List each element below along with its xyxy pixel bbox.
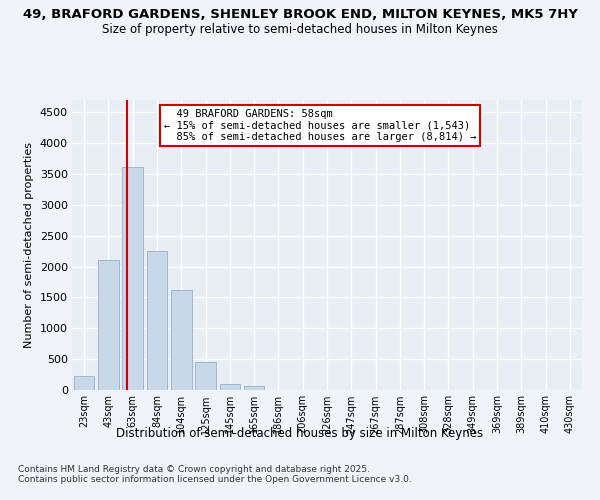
Bar bbox=[195, 362, 216, 390]
Bar bbox=[146, 251, 167, 390]
Text: Distribution of semi-detached houses by size in Milton Keynes: Distribution of semi-detached houses by … bbox=[116, 428, 484, 440]
Text: 49 BRAFORD GARDENS: 58sqm
← 15% of semi-detached houses are smaller (1,543)
  85: 49 BRAFORD GARDENS: 58sqm ← 15% of semi-… bbox=[164, 108, 476, 142]
Bar bbox=[98, 260, 119, 390]
Y-axis label: Number of semi-detached properties: Number of semi-detached properties bbox=[24, 142, 34, 348]
Text: 49, BRAFORD GARDENS, SHENLEY BROOK END, MILTON KEYNES, MK5 7HY: 49, BRAFORD GARDENS, SHENLEY BROOK END, … bbox=[23, 8, 577, 20]
Bar bbox=[122, 166, 143, 390]
Bar bbox=[244, 386, 265, 390]
Text: Size of property relative to semi-detached houses in Milton Keynes: Size of property relative to semi-detach… bbox=[102, 22, 498, 36]
Bar bbox=[74, 376, 94, 390]
Text: Contains HM Land Registry data © Crown copyright and database right 2025.
Contai: Contains HM Land Registry data © Crown c… bbox=[18, 465, 412, 484]
Bar bbox=[220, 384, 240, 390]
Bar bbox=[171, 290, 191, 390]
